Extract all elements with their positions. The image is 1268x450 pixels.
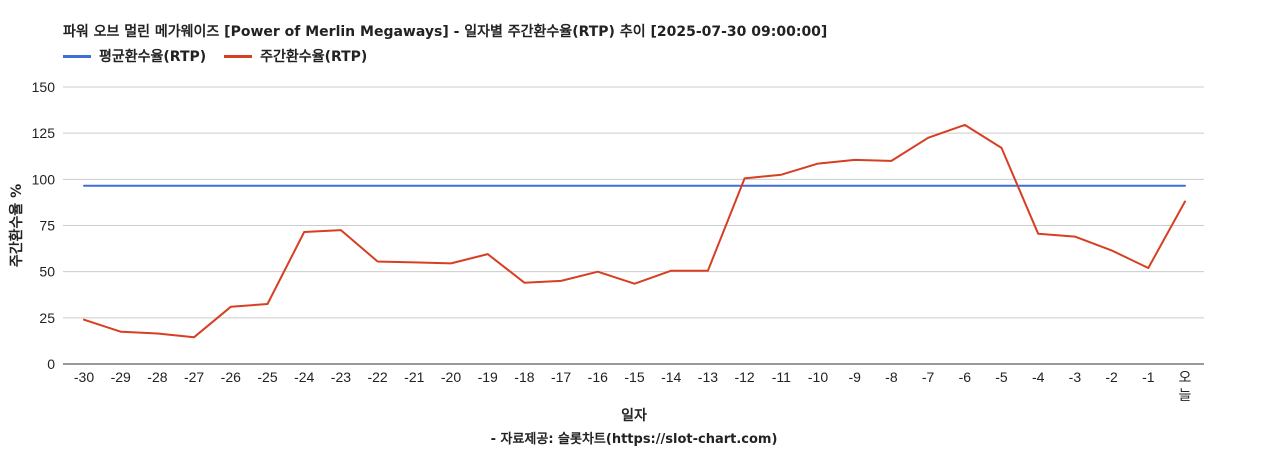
- x-tick-label: -2: [1105, 369, 1118, 385]
- x-tick-label: -11: [772, 369, 791, 385]
- y-tick-label: 50: [39, 264, 55, 280]
- x-tick-label: -28: [147, 369, 167, 385]
- x-tick-label: -30: [74, 369, 94, 385]
- x-tick-label: -8: [885, 369, 898, 385]
- legend-label-average: 평균환수율(RTP): [99, 49, 207, 65]
- chart-title: 파워 오브 멀린 메가웨이즈 [Power of Merlin Megaways…: [63, 24, 828, 40]
- x-tick-label: -14: [661, 369, 681, 385]
- x-tick-label: -3: [1069, 369, 1082, 385]
- x-axis-title: 일자: [621, 408, 647, 424]
- chart-legend: 평균환수율(RTP) 주간환수율(RTP): [63, 46, 385, 66]
- source-credit: - 자료제공: 슬롯차트(https://slot-chart.com): [490, 432, 778, 447]
- x-tick-label: -5: [995, 369, 1008, 385]
- x-tick-label: -15: [624, 369, 644, 385]
- x-tick-label: -25: [257, 369, 277, 385]
- y-tick-label: 150: [32, 79, 56, 95]
- x-tick-label: -7: [922, 369, 935, 385]
- x-tick-label: -18: [514, 369, 534, 385]
- y-axis-title: 주간환수율 %: [8, 184, 25, 267]
- series-line-weekly: [83, 123, 1186, 339]
- legend-item-weekly[interactable]: 주간환수율(RTP): [224, 46, 367, 66]
- x-tick-label: 오: [1179, 369, 1192, 385]
- y-tick-label: 125: [32, 125, 56, 141]
- legend-swatch-weekly: [224, 54, 253, 58]
- x-tick-label: -13: [698, 369, 718, 385]
- legend-item-average[interactable]: 평균환수율(RTP): [63, 46, 206, 66]
- y-tick-label: 25: [39, 310, 55, 326]
- x-tick-label: -4: [1032, 369, 1045, 385]
- x-tick-label: -12: [734, 369, 754, 385]
- y-tick-label: 100: [32, 171, 56, 187]
- x-tick-label: -20: [441, 369, 461, 385]
- x-tick-label: -26: [221, 369, 241, 385]
- x-tick-label: -17: [551, 369, 571, 385]
- x-tick-label: -21: [404, 369, 424, 385]
- x-tick-label: -6: [959, 369, 972, 385]
- x-tick-label: -10: [808, 369, 828, 385]
- x-tick-label: 늘: [1179, 387, 1192, 403]
- x-tick-label: -9: [848, 369, 861, 385]
- x-tick-label: -27: [184, 369, 204, 385]
- x-tick-label: -1: [1142, 369, 1155, 385]
- x-tick-label: -22: [367, 369, 387, 385]
- x-tick-label: -29: [111, 369, 131, 385]
- legend-swatch-average: [63, 54, 91, 58]
- y-tick-label: 0: [47, 356, 55, 372]
- x-tick-label: -24: [294, 369, 314, 385]
- x-tick-label: -16: [588, 369, 608, 385]
- x-tick-label: -19: [478, 369, 498, 385]
- x-tick-label: -23: [331, 369, 351, 385]
- y-tick-label: 75: [39, 218, 55, 234]
- legend-label-weekly: 주간환수율(RTP): [260, 49, 368, 65]
